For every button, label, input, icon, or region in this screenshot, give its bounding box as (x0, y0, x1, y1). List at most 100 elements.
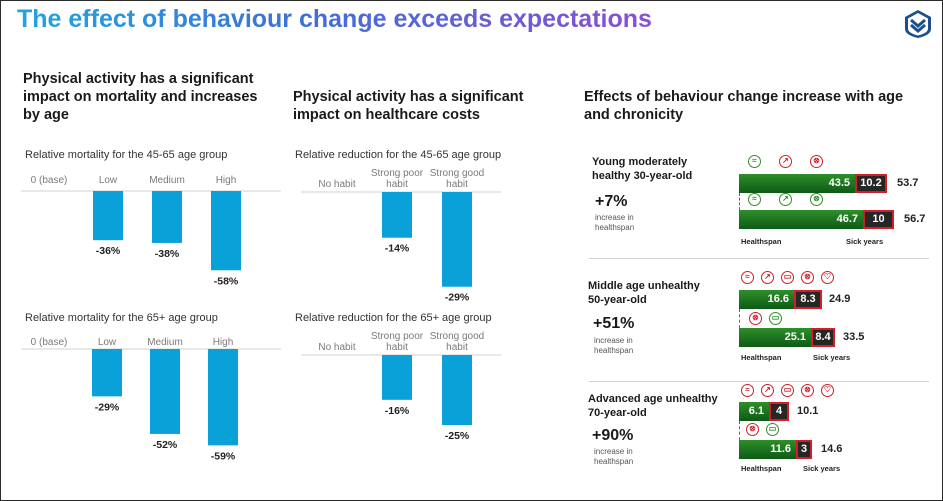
bar-total: 14.6 (821, 443, 843, 455)
cycling-icon: ⊗ (801, 271, 814, 284)
cycling-icon: ⊗ (810, 155, 823, 168)
legend-healthspan: Healthspan (741, 237, 782, 246)
category-label: Low (98, 337, 117, 348)
cycling-icon: ⊗ (749, 312, 762, 325)
profile-increase: +7% (595, 193, 628, 210)
bar-total: 10.1 (797, 405, 819, 417)
swimming-icon: ≈ (748, 193, 761, 206)
cigarette-icon: ▭ (766, 423, 779, 436)
bar-sick-years: 10 (863, 210, 894, 229)
bar (93, 191, 123, 241)
bar (92, 349, 122, 397)
bar-total: 33.5 (843, 331, 865, 343)
bar (382, 355, 412, 400)
profile-name: Young moderately healthy 30-year-old (592, 156, 693, 182)
bar-total: 56.7 (904, 213, 926, 225)
category-label: Medium (149, 175, 185, 186)
profile-increase: +90% (592, 427, 634, 444)
data-label: -29% (95, 401, 120, 413)
category-label: Strong good (430, 331, 485, 342)
profile-increase-note: increase in healthspan (594, 336, 634, 355)
bar-total: 24.9 (829, 293, 851, 305)
column-heading-costs: Physical activity has a significant impa… (293, 89, 524, 123)
heart-icon: ♡ (821, 271, 834, 284)
cigarette-icon: ▭ (781, 271, 794, 284)
shield-chevron-logo-icon (905, 10, 931, 38)
cigarette-icon: ▭ (781, 384, 794, 397)
chart-title-mortality-65plus: Relative mortality for the 65+ age group (25, 312, 218, 324)
bar-sick-years: 8.4 (811, 328, 835, 347)
slide-title: The effect of behaviour change exceeds e… (17, 5, 652, 33)
bar-sick-years: 10.2 (855, 174, 887, 193)
data-label: -29% (445, 292, 470, 304)
bar (211, 191, 241, 271)
chart-costs-45-65: No habit Strong poor habit -14% Strong good h… (301, 168, 501, 309)
bar-healthspan: 46.7 (739, 210, 863, 229)
bar (442, 355, 472, 425)
column-heading-behaviour: Effects of behaviour change increase wit… (584, 89, 904, 123)
category-label: 0 (base) (31, 337, 68, 348)
data-label: -38% (155, 248, 180, 260)
bar (208, 349, 238, 446)
category-label: habit (446, 179, 468, 190)
swimming-icon: ≈ (741, 384, 754, 397)
dashed-connector (739, 193, 740, 210)
swimming-icon: ≈ (741, 271, 754, 284)
running-icon: ↗ (761, 271, 774, 284)
category-label: Strong poor (371, 331, 424, 342)
profile-name: Middle age unhealthy 50-year-old (588, 280, 700, 306)
category-label: Low (99, 175, 118, 186)
profile-increase-note: increase in healthspan (594, 447, 634, 466)
running-icon: ↗ (779, 193, 792, 206)
category-label: habit (386, 342, 408, 353)
legend-healthspan: Healthspan (741, 353, 782, 362)
chart-title-costs-65plus: Relative reduction for the 65+ age group (295, 312, 492, 324)
category-label: High (213, 337, 234, 348)
data-label: -25% (445, 430, 470, 442)
data-label: -59% (211, 450, 236, 462)
data-label: -14% (385, 243, 410, 255)
category-label: Strong poor (371, 168, 424, 179)
data-label: -58% (214, 275, 239, 287)
bar-healthspan: 43.5 (739, 174, 855, 193)
cycling-icon: ⊗ (746, 423, 759, 436)
legend-sick-years: Sick years (813, 353, 851, 362)
chart-mortality-45-65: 0 (base) Low -36% Medium -38% High -58% (21, 169, 281, 299)
column-heading-mortality: Physical activity has a significant impa… (23, 71, 258, 123)
cycling-icon: ⊗ (810, 193, 823, 206)
category-label: habit (446, 342, 468, 353)
category-label: No habit (318, 179, 355, 190)
dashed-connector (739, 421, 740, 440)
cycling-icon: ⊗ (801, 384, 814, 397)
bar (382, 192, 412, 238)
dashed-connector (739, 309, 740, 328)
cigarette-icon: ▭ (769, 312, 782, 325)
data-label: -52% (153, 439, 178, 451)
category-label: High (216, 175, 237, 186)
profile-name: Advanced age unhealthy 70-year-old (588, 393, 718, 419)
data-label: -16% (385, 405, 410, 417)
data-label: -36% (96, 245, 121, 257)
bar-healthspan: 16.6 (739, 290, 794, 309)
profile-increase-note: increase in healthspan (595, 213, 635, 232)
chart-title-costs-45-65: Relative reduction for the 45-65 age gro… (295, 149, 502, 161)
legend-healthspan: Healthspan (741, 464, 782, 473)
bar (150, 349, 180, 434)
category-label: habit (386, 179, 408, 190)
category-label: No habit (318, 342, 355, 353)
bar-sick-years: 3 (796, 440, 812, 459)
category-label: Medium (147, 337, 183, 348)
bar-healthspan: 6.1 (739, 402, 769, 421)
bar-total: 53.7 (897, 177, 919, 189)
bar-sick-years: 8.3 (794, 290, 822, 309)
heart-icon: ♡ (821, 384, 834, 397)
bar (152, 191, 182, 243)
chart-mortality-65plus: 0 (base) Low -29% Medium -52% High -59% (21, 332, 281, 472)
chart-costs-65plus: No habit Strong poor habit -16% Strong good h… (301, 329, 501, 459)
legend-sick-years: Sick years (803, 464, 841, 473)
profile-separator (589, 381, 929, 382)
category-label: Strong good (430, 168, 485, 179)
chart-title-mortality-45-65: Relative mortality for the 45-65 age gro… (25, 149, 228, 161)
profile-increase: +51% (593, 315, 635, 332)
bar-sick-years: 4 (769, 402, 789, 421)
